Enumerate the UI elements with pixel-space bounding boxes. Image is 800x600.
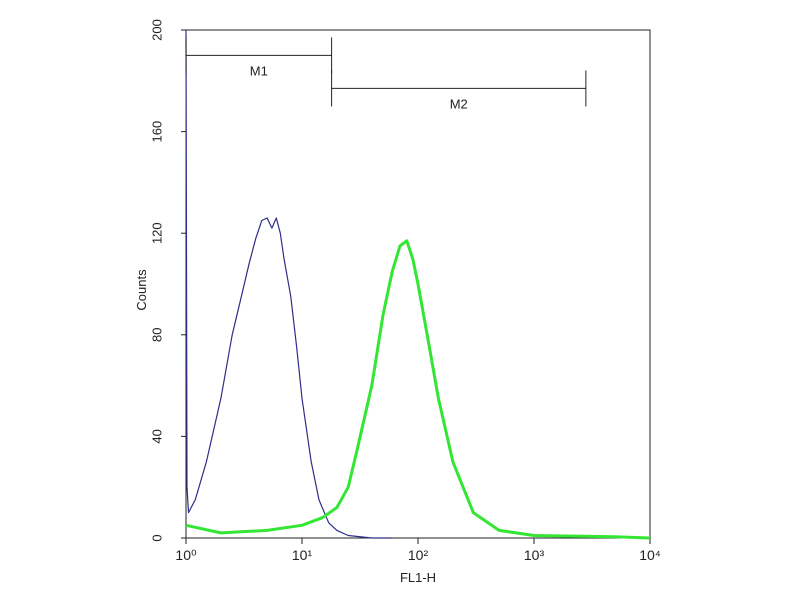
histogram-line — [185, 29, 393, 539]
x-tick-label: 10⁴ — [639, 547, 661, 563]
marker-label: M2 — [450, 96, 468, 111]
x-axis-label: FL1-H — [400, 570, 436, 585]
x-tick-label: 10³ — [524, 547, 545, 563]
y-tick-label: 120 — [149, 222, 164, 244]
y-axis-label: Counts — [134, 269, 149, 311]
y-tick-label: 200 — [149, 19, 164, 41]
y-tick-label: 160 — [149, 121, 164, 143]
y-tick-label: 40 — [149, 429, 164, 443]
y-tick-label: 0 — [149, 534, 164, 541]
x-tick-label: 10² — [408, 547, 429, 563]
marker-label: M1 — [250, 63, 268, 78]
y-tick-label: 80 — [149, 328, 164, 342]
histogram-line — [185, 239, 651, 540]
x-tick-label: 10¹ — [292, 547, 313, 563]
x-tick-label: 10⁰ — [175, 547, 197, 563]
